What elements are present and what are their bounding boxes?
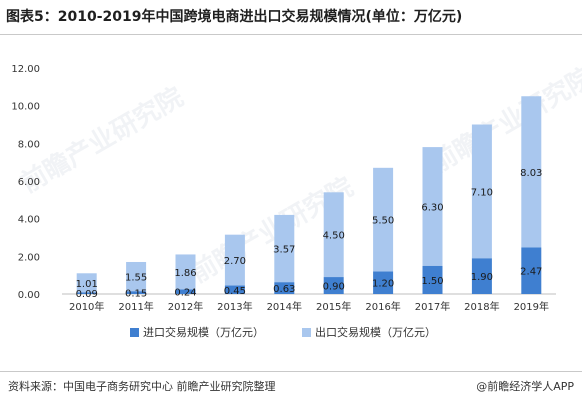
export-bar (175, 254, 196, 290)
x-tick-label: 2014年 (267, 300, 302, 313)
y-tick-label: 12.00 (11, 64, 40, 75)
export-bar (224, 234, 245, 286)
import-value-label: 0.45 (224, 286, 246, 297)
y-tick-label: 10.00 (11, 102, 40, 113)
export-value-label: 4.50 (323, 231, 345, 242)
export-bar (471, 124, 492, 259)
import-value-label: 0.90 (323, 282, 345, 293)
import-bar (323, 277, 344, 294)
brand-credit: @前瞻经济学人APP (476, 380, 574, 393)
source-note: 资料来源：中国电子商务研究中心 前瞻产业研究院整理 (8, 380, 276, 393)
import-bar (126, 291, 147, 294)
export-value-label: 6.30 (421, 202, 443, 213)
x-tick-label: 2010年 (69, 300, 104, 313)
import-value-label: 1.90 (471, 272, 493, 283)
import-bar (224, 285, 245, 294)
y-tick-label: 8.00 (18, 139, 40, 150)
import-bar (422, 265, 443, 294)
export-value-label: 1.86 (174, 268, 196, 279)
chart-area: 0.00 2.00 4.00 6.00 8.00 10.00 12.00 1.01 0.09 20… (0, 40, 582, 370)
export-bar (126, 261, 147, 292)
import-bar (521, 247, 542, 294)
legend-swatch-import (130, 328, 139, 337)
import-value-label: 0.24 (174, 288, 196, 299)
import-value-label: 2.47 (520, 267, 542, 278)
export-bar (422, 147, 443, 266)
import-bar (274, 282, 295, 294)
export-bar (323, 192, 344, 278)
y-tick-label: 2.00 (18, 252, 40, 263)
export-value-label: 7.10 (471, 187, 493, 198)
import-value-label: 1.50 (421, 276, 443, 287)
legend-label-import: 进口交易规模（万亿元） (143, 325, 264, 339)
export-value-label: 2.70 (224, 256, 246, 267)
export-bar (274, 214, 295, 283)
footer-divider (0, 371, 582, 372)
legend-swatch-export (302, 328, 311, 337)
y-tick-label: 6.00 (18, 177, 40, 188)
import-value-label: 0.15 (125, 289, 147, 300)
export-value-label: 5.50 (372, 216, 394, 227)
x-tick-label: 2017年 (415, 300, 450, 313)
y-tick-label: 4.00 (18, 215, 40, 226)
x-tick-label: 2011年 (118, 300, 153, 313)
import-bar (76, 292, 97, 294)
export-bar (76, 273, 97, 293)
import-value-label: 0.09 (76, 289, 98, 300)
title-divider (0, 34, 582, 35)
import-bar (471, 258, 492, 294)
y-tick-label: 0.00 (18, 290, 40, 301)
export-bar (521, 96, 542, 248)
import-value-label: 0.63 (273, 284, 295, 295)
export-value-label: 1.55 (125, 273, 147, 284)
export-value-label: 8.03 (520, 168, 542, 179)
x-tick-label: 2013年 (217, 300, 252, 313)
legend-label-export: 出口交易规模（万亿元） (315, 325, 436, 339)
x-tick-label: 2016年 (365, 300, 400, 313)
x-tick-label: 2019年 (514, 300, 549, 313)
import-bar (373, 271, 394, 294)
stacked-bar-chart: 0.002.004.006.008.0010.0012.001.010.0920… (11, 64, 556, 339)
chart-title: 图表5：2010-2019年中国跨境电商进出口交易规模情况(单位：万亿元) (6, 9, 463, 25)
x-tick-label: 2018年 (464, 300, 499, 313)
x-tick-label: 2015年 (316, 300, 351, 313)
import-value-label: 1.20 (372, 279, 394, 290)
export-value-label: 3.57 (273, 245, 295, 256)
import-bar (175, 289, 196, 294)
export-value-label: 1.01 (76, 279, 98, 290)
x-tick-label: 2012年 (168, 300, 203, 313)
export-bar (373, 167, 394, 272)
